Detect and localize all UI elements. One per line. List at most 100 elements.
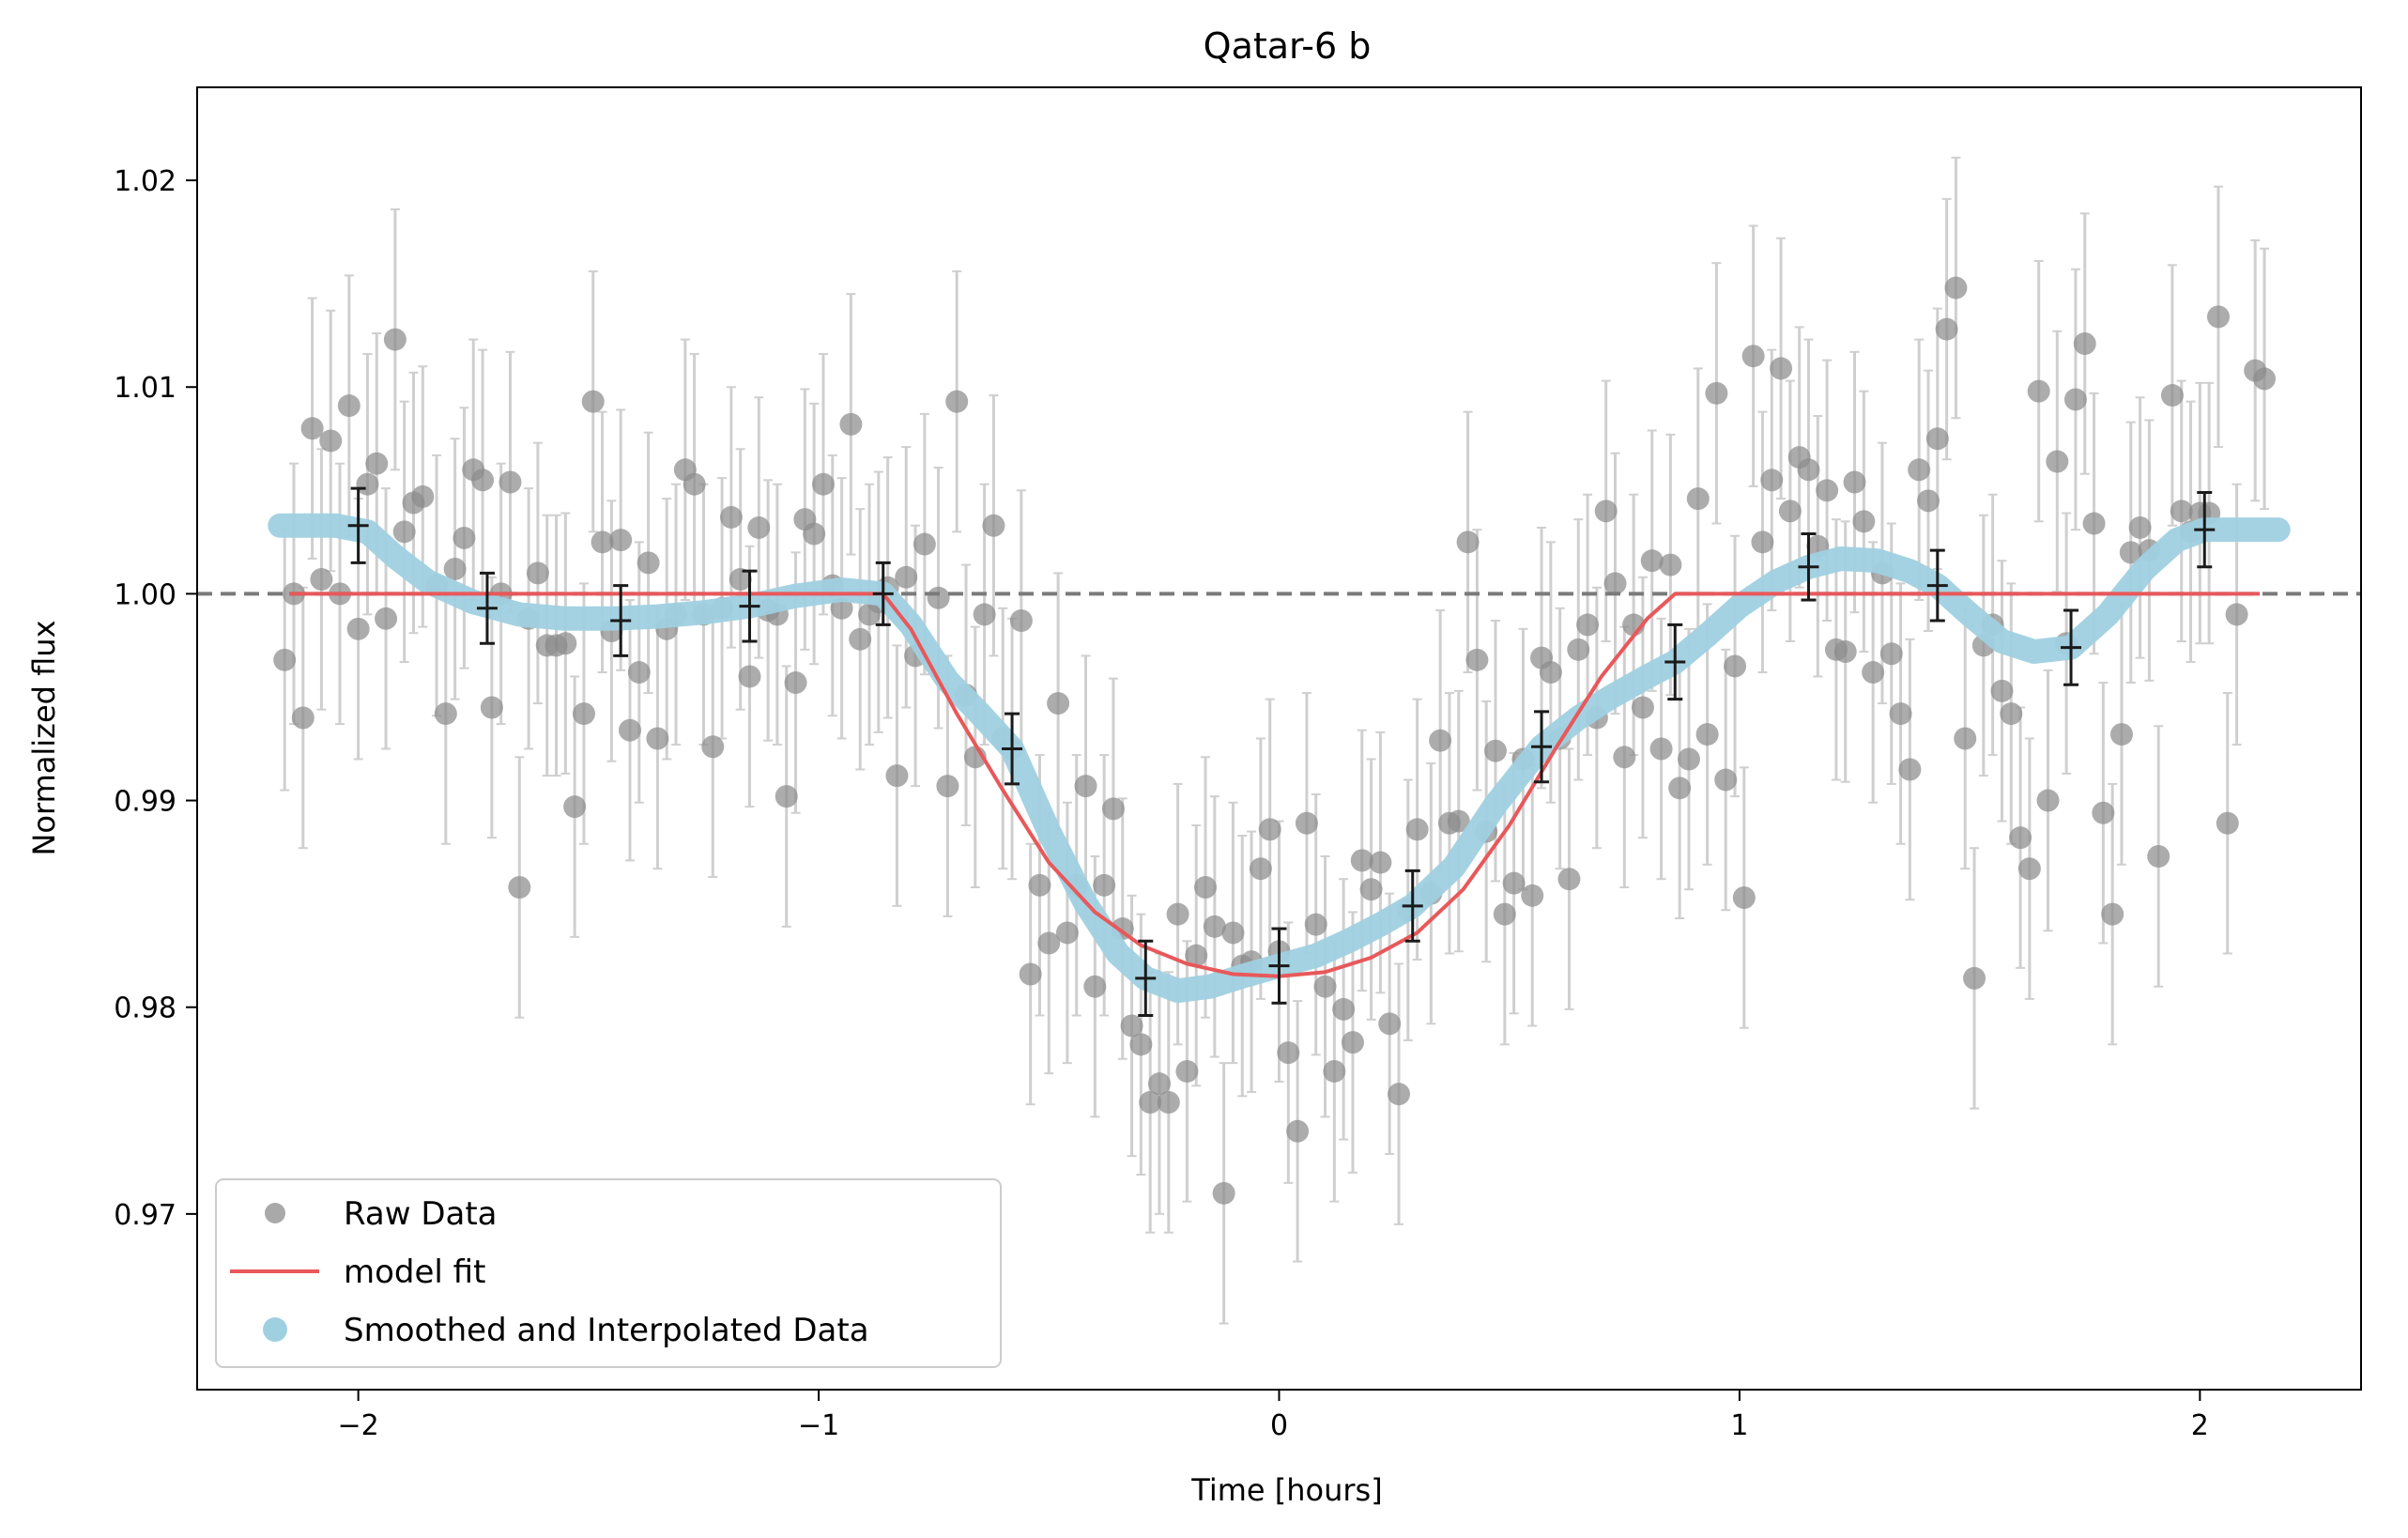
binned-data-point — [1926, 548, 1948, 623]
raw-data-point — [1862, 661, 1885, 684]
raw-data-point — [1055, 921, 1079, 945]
chart-title: Qatar-6 b — [1204, 25, 1372, 67]
raw-data-point — [590, 531, 614, 554]
raw-data-point — [2092, 801, 2115, 824]
raw-data-point — [508, 876, 531, 900]
raw-data-point — [1101, 797, 1125, 821]
raw-data-point — [1908, 458, 1931, 482]
raw-data-point — [1456, 531, 1480, 554]
raw-data-point — [1323, 1059, 1346, 1083]
binned-data-point — [610, 584, 632, 657]
raw-data-point — [1175, 1059, 1199, 1083]
raw-data-point — [2225, 603, 2248, 626]
raw-data-point — [572, 702, 595, 726]
raw-data-point — [392, 520, 416, 544]
smoothed-data-series — [268, 513, 2291, 1004]
binned-data-series — [347, 486, 2216, 1018]
binned-data-point — [1664, 623, 1686, 701]
raw-data-point — [1221, 921, 1245, 945]
raw-data-point — [2082, 512, 2106, 535]
raw-data-point — [1677, 747, 1700, 771]
raw-data-point — [375, 607, 398, 630]
raw-data-point — [803, 522, 826, 546]
raw-data-point — [1019, 962, 1042, 986]
y-tick-label: 0.98 — [114, 992, 176, 1025]
binned-data-point — [1002, 712, 1023, 786]
raw-data-point — [346, 617, 370, 640]
raw-data-point — [563, 795, 587, 819]
raw-data-point — [1157, 1090, 1180, 1114]
raw-data-point — [839, 412, 863, 436]
raw-data-point — [434, 702, 457, 726]
raw-data-point — [554, 632, 577, 655]
raw-data-point — [1751, 531, 1774, 554]
raw-data-point — [498, 470, 522, 494]
x-axis-label: Time [hours] — [1190, 1472, 1382, 1508]
y-tick-label: 1.02 — [114, 165, 176, 198]
raw-data-point — [480, 696, 503, 719]
raw-data-point — [1714, 768, 1738, 792]
raw-data-point — [1286, 1119, 1310, 1143]
raw-data-point — [2160, 384, 2184, 408]
raw-data-point — [973, 603, 996, 626]
raw-data-point — [1631, 696, 1654, 719]
raw-data-point — [1147, 1072, 1171, 1096]
legend-marker-raw-data — [265, 1203, 285, 1223]
raw-data-point — [729, 567, 752, 591]
raw-data-point — [1388, 1083, 1411, 1106]
x-axis: −2 −1 0 1 2 — [338, 1390, 2209, 1442]
raw-data-point — [1990, 679, 2014, 702]
raw-data-point — [738, 665, 761, 688]
raw-data-point — [1741, 345, 1765, 368]
raw-data-point — [1567, 638, 1590, 661]
raw-data-point — [581, 390, 605, 413]
raw-data-point — [1925, 427, 1949, 451]
y-tick-label: 0.97 — [114, 1199, 176, 1232]
x-tick-label: −2 — [338, 1409, 379, 1442]
raw-data-point — [1359, 878, 1383, 901]
raw-data-point — [1705, 381, 1728, 405]
raw-data-point — [1668, 777, 1692, 800]
binned-data-point — [1402, 869, 1423, 943]
raw-data-point — [2109, 723, 2133, 746]
raw-data-point — [849, 627, 872, 651]
raw-data-point — [811, 472, 835, 496]
binned-data-point — [1798, 532, 1819, 602]
raw-data-point — [1037, 931, 1061, 955]
legend-box — [215, 1178, 1002, 1368]
binned-data-point — [476, 571, 498, 645]
raw-data-point — [1465, 648, 1489, 671]
raw-data-point — [1770, 357, 1793, 380]
raw-data-point — [291, 706, 314, 730]
raw-data-point — [637, 551, 660, 575]
raw-data-point — [619, 718, 641, 742]
raw-data-point — [526, 561, 549, 585]
raw-data-point — [1429, 729, 1452, 752]
raw-data-point — [885, 764, 909, 788]
binned-data-point — [2061, 608, 2082, 686]
raw-data-point — [365, 452, 389, 475]
raw-data-point — [1447, 809, 1470, 833]
raw-data-point — [1852, 510, 1876, 533]
raw-data-point — [2206, 305, 2230, 329]
raw-data-point — [1917, 489, 1940, 513]
raw-data-point — [1640, 549, 1664, 573]
raw-data-point — [1047, 692, 1070, 715]
raw-data-point — [1304, 913, 1327, 936]
y-tick-label: 0.99 — [114, 786, 176, 819]
raw-data-point — [1258, 818, 1281, 841]
raw-data-point — [1686, 487, 1710, 511]
binned-data-point — [1268, 927, 1290, 1005]
raw-data-point — [2027, 379, 2050, 403]
raw-data-point — [927, 586, 950, 609]
binned-data-point — [1135, 939, 1157, 1018]
raw-data-point — [1493, 902, 1516, 926]
raw-data-point — [1649, 737, 1673, 761]
raw-data-point — [2063, 388, 2087, 411]
raw-data-point — [2009, 826, 2032, 850]
raw-data-point — [1732, 886, 1756, 910]
raw-data-point — [609, 529, 633, 552]
raw-data-point — [273, 648, 297, 671]
raw-data-point — [1139, 1090, 1162, 1114]
